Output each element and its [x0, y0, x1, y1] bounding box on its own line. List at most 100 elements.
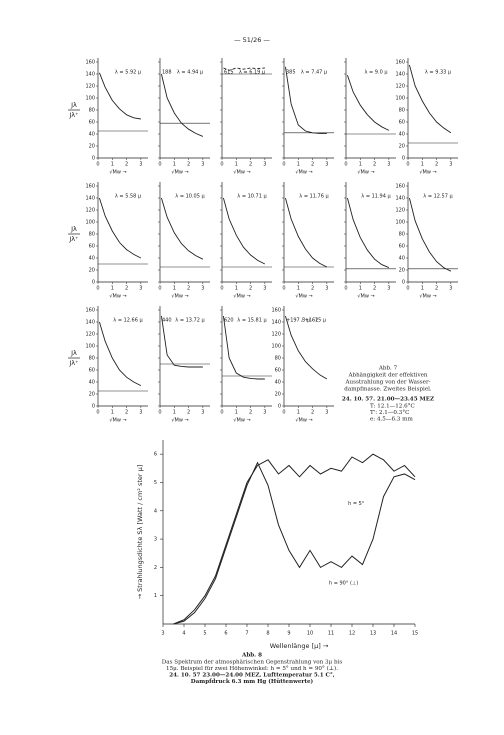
x-tick-label: 14: [391, 631, 397, 637]
curve: [346, 197, 390, 269]
x-axis-label: √Mw →: [109, 170, 126, 176]
x-tick-label: 1: [111, 286, 114, 292]
x-axis-label: √Mw →: [109, 418, 126, 424]
x-tick-label: 0: [220, 162, 223, 168]
caption-line: Das Spektrum der atmosphärischen Gegenst…: [162, 660, 343, 666]
x-tick-label: 3: [139, 286, 142, 292]
x-axis-label: √Mw →: [419, 170, 436, 176]
x-axis-label: √Mw →: [171, 294, 188, 300]
y-tick-label: 140: [271, 320, 281, 326]
x-tick-label: 1: [173, 410, 176, 416]
y-tick-label: 1: [154, 593, 157, 599]
x-tick-label: 5: [203, 631, 206, 637]
x-tick-label: 8: [266, 631, 269, 637]
x-tick-label: 3: [263, 286, 266, 292]
curve: [222, 197, 266, 265]
x-tick-label: 2: [125, 410, 128, 416]
curve: [98, 321, 142, 387]
caption-line-bold: 24. 10. 57 23.00—24.00 MEZ, Lufttemperat…: [169, 673, 335, 679]
series-line: [173, 461, 416, 625]
x-tick-label: 0: [96, 286, 99, 292]
x-axis-label: √Mw →: [419, 294, 436, 300]
panel-label: λ = 9.0 μ: [364, 70, 388, 76]
y-tick-label: 80: [89, 232, 95, 238]
x-tick-label: 0: [344, 286, 347, 292]
x-axis-label: √Mw →: [295, 170, 312, 176]
x-tick-label: 1: [235, 162, 238, 168]
x-tick-label: 0: [406, 286, 409, 292]
series-label: h = 90° (⊥): [329, 580, 358, 586]
x-tick-label: 2: [435, 162, 438, 168]
x-tick-label: 3: [325, 162, 328, 168]
x-tick-label: 3: [161, 631, 164, 637]
y-tick-label: 40: [89, 132, 95, 138]
y-tick-label: 60: [399, 120, 405, 126]
panel-note: +197 / +162: [286, 318, 318, 324]
curve: [98, 197, 142, 259]
x-tick-label: 1: [359, 162, 362, 168]
y-tick-label: 140: [85, 196, 95, 202]
y-axis-label: Jλ: [70, 225, 77, 233]
y-tick-label: 60: [399, 244, 405, 250]
caption-date: 24. 10. 57. 21.00—23.45 MEZ: [342, 397, 434, 403]
y-tick-label: 2: [154, 565, 157, 571]
x-tick-label: 0: [344, 162, 347, 168]
y-axis-label: Jλ⁺: [68, 359, 78, 367]
x-axis-label: √Mw →: [357, 170, 374, 176]
x-tick-label: 0: [220, 286, 223, 292]
y-tick-label: 3: [154, 537, 157, 543]
page-header: — 51/26 —: [234, 36, 270, 44]
x-axis-label: √Mw →: [357, 294, 374, 300]
panel-note: 440: [162, 318, 172, 324]
x-tick-label: 1: [235, 410, 238, 416]
y-tick-label: 0: [402, 280, 405, 286]
y-tick-label: 120: [271, 332, 281, 338]
panel-label: λ = 11.94 μ: [361, 194, 391, 200]
y-tick-label: 20: [89, 268, 95, 274]
panel-label: λ = 9.33 μ: [425, 70, 452, 76]
x-tick-label: 2: [373, 286, 376, 292]
caption-title: Abb. 7: [378, 366, 398, 372]
y-tick-label: 20: [275, 392, 281, 398]
x-tick-label: 2: [373, 162, 376, 168]
curve: [347, 75, 390, 131]
panel-note: 620: [224, 318, 234, 324]
x-tick-label: 1: [297, 410, 300, 416]
y-tick-label: 100: [395, 96, 405, 102]
x-tick-label: 3: [325, 410, 328, 416]
y-axis-label: Jλ⁺: [68, 235, 78, 243]
x-tick-label: 2: [249, 410, 252, 416]
x-tick-label: 0: [158, 286, 161, 292]
x-tick-label: 7: [245, 631, 248, 637]
y-tick-label: 140: [395, 196, 405, 202]
y-tick-label: 140: [85, 72, 95, 78]
y-axis-label: → Strahlungsdichte Sλ [Watt / cm² ster μ…: [136, 465, 144, 600]
x-tick-label: 3: [263, 410, 266, 416]
x-tick-label: 15: [412, 631, 418, 637]
y-tick-label: 160: [271, 308, 281, 314]
y-axis-label: Jλ⁺: [68, 111, 78, 119]
y-tick-label: 100: [85, 344, 95, 350]
x-axis-label: √Mw →: [295, 418, 312, 424]
x-tick-label: 1: [297, 286, 300, 292]
x-tick-label: 13: [370, 631, 376, 637]
x-tick-label: 3: [449, 286, 452, 292]
caption-line-bold: Dampfdruck 6.3 mm Hg (Hüttenwerte): [191, 678, 314, 685]
x-axis-label: √Mw →: [171, 418, 188, 424]
caption-line: 15μ. Beispiel für zwei Höhenwinkel: h = …: [166, 665, 338, 672]
y-tick-label: 80: [399, 108, 405, 114]
y-axis-label: Jλ: [70, 349, 77, 357]
curve: [99, 72, 141, 120]
curve: [284, 315, 328, 380]
y-tick-label: 80: [89, 356, 95, 362]
x-tick-label: 3: [387, 162, 390, 168]
x-tick-label: 6: [224, 631, 227, 637]
y-tick-label: 160: [85, 60, 95, 66]
x-tick-label: 4: [182, 631, 185, 637]
x-tick-label: 2: [249, 162, 252, 168]
x-tick-label: 0: [282, 286, 285, 292]
y-tick-label: 60: [89, 120, 95, 126]
panel-label: λ = 6.19 μ: [239, 70, 266, 76]
